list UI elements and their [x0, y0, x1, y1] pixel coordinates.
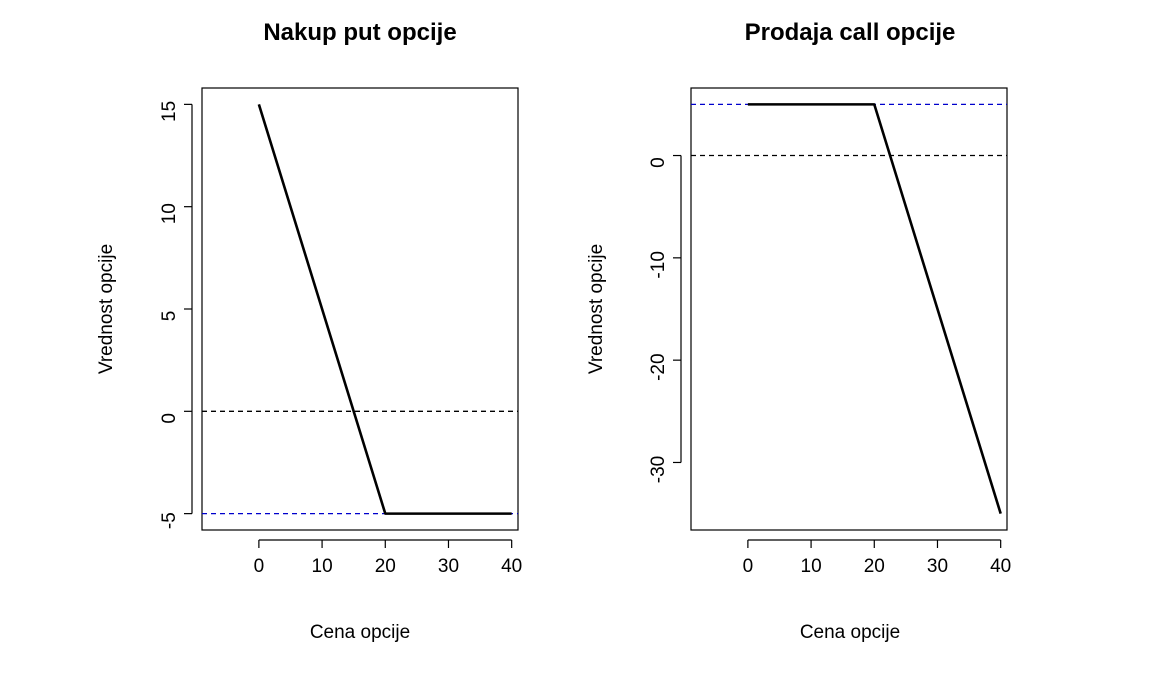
- x-tick-label-put: 10: [312, 556, 333, 577]
- y-tick-label-put: 15: [159, 101, 180, 122]
- x-axis-label-put: Cena opcije: [310, 622, 410, 643]
- y-axis-label-call: Vrednost opcije: [586, 244, 607, 374]
- plot-area-call: 0 10 20 30 40 -30 -20 -10 0: [648, 103, 1011, 577]
- x-tick-label-call: 20: [864, 556, 885, 577]
- x-tick-label-put: 0: [254, 556, 265, 577]
- chart-title-put: Nakup put opcije: [263, 19, 456, 46]
- x-tick-label-call: 30: [927, 556, 948, 577]
- x-tick-label-put: 20: [375, 556, 396, 577]
- x-tick-label-call: 0: [743, 556, 754, 577]
- plot-area-put: 0 10 20 30 40 -5 0 5 10 15: [159, 101, 522, 577]
- x-tick-label-call: 40: [990, 556, 1011, 577]
- y-tick-label-put: -5: [159, 512, 180, 529]
- y-tick-label-call: 0: [648, 157, 669, 168]
- payoff-line-put: [257, 103, 512, 515]
- y-tick-label-call: -30: [648, 456, 669, 483]
- x-tick-label-call: 10: [801, 556, 822, 577]
- plot-frame-put: [201, 87, 519, 531]
- x-tick-label-put: 30: [438, 556, 459, 577]
- y-tick-label-put: 5: [159, 311, 180, 322]
- y-tick-label-put: 0: [159, 413, 180, 424]
- plot-frame-call: [690, 87, 1008, 531]
- y-tick-label-call: -10: [648, 251, 669, 278]
- x-tick-label-put: 40: [501, 556, 522, 577]
- y-tick-label-put: 10: [159, 203, 180, 224]
- y-axis-label-put: Vrednost opcije: [96, 244, 117, 374]
- y-tick-label-call: -20: [648, 353, 669, 380]
- payoff-line-call: [747, 103, 1002, 515]
- x-axis-label-call: Cena opcije: [800, 622, 900, 643]
- chart-title-call: Prodaja call opcije: [745, 19, 956, 46]
- panel-put: Nakup put opcije 0 10 20 30 40 -5 0 5 10 15 Cena …: [96, 19, 522, 643]
- panel-call: Prodaja call opcije 0 10 20 30 40 -30 -20 -100 …: [586, 19, 1011, 643]
